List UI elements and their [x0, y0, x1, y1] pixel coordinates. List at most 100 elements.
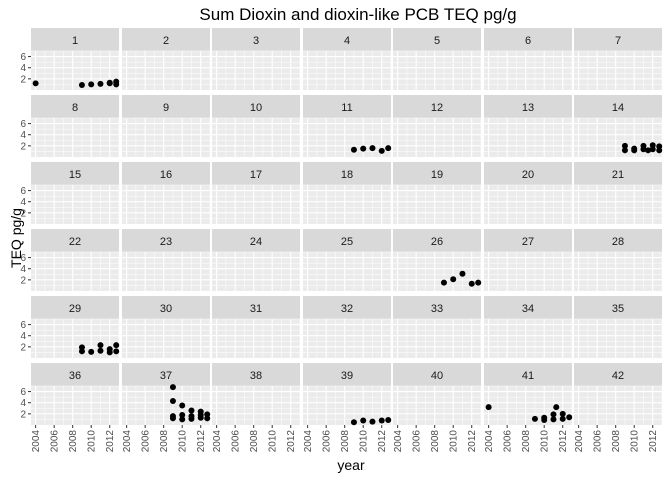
x-tick-label: 2012 [196, 430, 207, 453]
panel-background [212, 319, 300, 358]
data-point [385, 145, 392, 152]
facet-strip [393, 296, 481, 319]
facet-panel-16: 16 [122, 162, 211, 224]
data-point [350, 146, 357, 153]
facet-strip [574, 229, 662, 252]
x-tick-label: 2012 [105, 430, 116, 453]
facet-strip [31, 296, 119, 319]
panel-background [212, 51, 300, 90]
panel-background [393, 185, 481, 224]
y-tick-label: 4 [20, 63, 26, 74]
facet-strip-label: 24 [250, 236, 262, 248]
data-point [468, 280, 475, 287]
data-point [88, 348, 95, 355]
data-point [197, 414, 204, 421]
facet-strip [574, 95, 662, 118]
facet-strip [303, 95, 391, 118]
data-point [179, 411, 186, 418]
data-point [531, 415, 538, 422]
data-point [550, 416, 557, 423]
y-tick-label: 6 [20, 186, 26, 197]
x-tick-label: 2010 [449, 430, 460, 453]
panel-background [122, 319, 210, 358]
data-point [485, 404, 492, 411]
data-point [360, 145, 367, 152]
facet-strip-label: 31 [250, 303, 262, 315]
facet-strip [484, 95, 572, 118]
facet-panel-1: 1 246 [20, 28, 120, 90]
data-point [440, 279, 447, 286]
data-point [559, 415, 566, 422]
facet-strip [212, 162, 300, 185]
data-point [553, 404, 560, 411]
y-tick-label: 4 [20, 130, 26, 141]
facet-strip-label: 35 [612, 303, 624, 315]
x-tick-label: 2010 [359, 430, 370, 453]
data-point [459, 270, 466, 277]
data-point [188, 415, 195, 422]
facet-strip [393, 363, 481, 386]
facet-strip-label: 15 [69, 169, 81, 181]
facet-strip-label: 17 [250, 169, 262, 181]
panel-background [212, 118, 300, 157]
panel-background [574, 252, 662, 291]
data-point [621, 142, 628, 149]
data-point [169, 384, 176, 391]
facet-strip [303, 229, 391, 252]
facet-panel-36: 36 246 2004 2006 2008 2010 2012 [20, 363, 120, 453]
y-tick-label: 6 [20, 253, 26, 264]
y-tick-label: 4 [20, 264, 26, 275]
facet-strip [303, 162, 391, 185]
facet-panel-35: 35 [574, 296, 663, 358]
facet-strip [484, 162, 572, 185]
y-tick-label: 2 [20, 409, 26, 420]
panel-background [303, 118, 391, 157]
x-tick-label: 2004 [484, 430, 495, 453]
data-point [656, 147, 663, 154]
facet-panel-31: 31 [212, 296, 301, 358]
facet-panel-32: 32 [303, 296, 392, 358]
facet-panel-15: 15 246 [20, 162, 120, 224]
facet-strip [484, 363, 572, 386]
facet-strip-label: 34 [522, 303, 534, 315]
data-point [106, 349, 113, 356]
facet-panel-17: 17 [212, 162, 301, 224]
x-tick-label: 2004 [574, 430, 585, 453]
panel-background [484, 252, 572, 291]
facet-strip [212, 296, 300, 319]
facet-strip [393, 95, 481, 118]
x-tick-label: 2008 [159, 430, 170, 453]
data-point [550, 411, 557, 418]
facet-panel-6: 6 [484, 28, 573, 90]
panel-background [31, 185, 119, 224]
panel-background [484, 118, 572, 157]
y-tick-label: 2 [20, 275, 26, 286]
facet-strip [303, 363, 391, 386]
facet-strip-label: 4 [344, 35, 350, 47]
facet-strip [122, 162, 210, 185]
facet-strip [303, 296, 391, 319]
facet-panel-12: 12 [393, 95, 482, 157]
y-tick-label: 2 [20, 141, 26, 152]
y-tick-label: 6 [20, 52, 26, 63]
x-tick-label: 2008 [68, 430, 79, 453]
data-point [78, 81, 85, 88]
facet-strip [212, 363, 300, 386]
facet-panel-2: 2 [122, 28, 211, 90]
panel-background [122, 118, 210, 157]
facet-strip [212, 229, 300, 252]
facet-strip [212, 28, 300, 51]
facet-strip-label: 14 [612, 102, 624, 114]
facet-strip-label: 30 [160, 303, 172, 315]
panel-background [212, 386, 300, 425]
data-point [645, 147, 652, 154]
data-point [169, 398, 176, 405]
facet-strip [122, 28, 210, 51]
facet-panel-19: 19 [393, 162, 482, 224]
x-tick-label: 2006 [503, 430, 514, 453]
data-point [475, 279, 482, 286]
facet-panel-9: 9 [122, 95, 211, 157]
panel-background [484, 185, 572, 224]
facet-strip-label: 3 [253, 35, 259, 47]
